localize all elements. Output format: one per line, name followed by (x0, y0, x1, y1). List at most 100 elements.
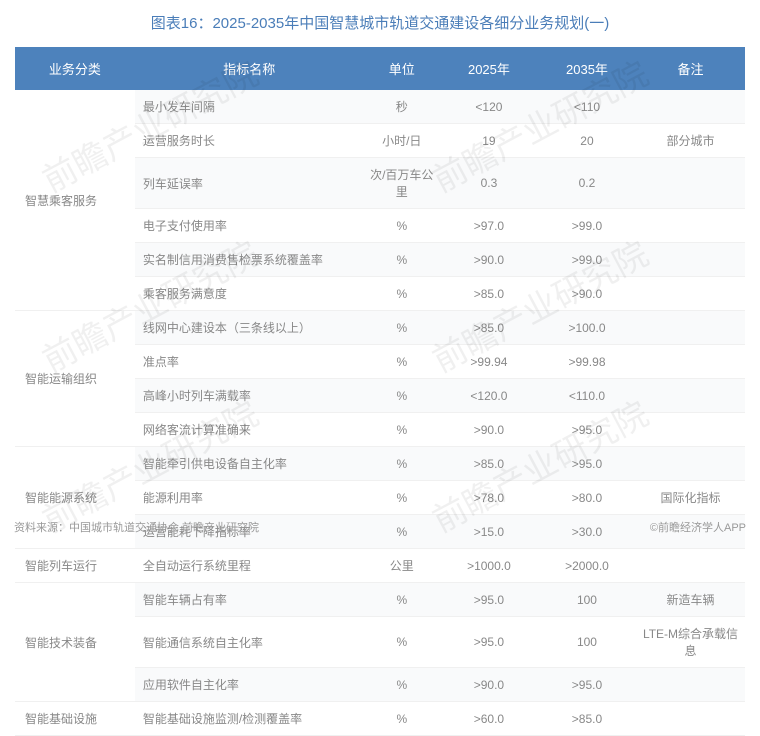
unit: % (364, 481, 440, 515)
name: 列车延误率 (135, 158, 364, 209)
col-header: 指标名称 (135, 47, 364, 90)
val-2025: >60.0 (440, 702, 538, 736)
unit: % (364, 311, 440, 345)
planning-table: 业务分类指标名称单位2025年2035年备注 智慧乘客服务最小发车间隔秒<120… (15, 47, 745, 736)
name: 高峰小时列车满载率 (135, 379, 364, 413)
name: 智能牵引供电设备自主化率 (135, 447, 364, 481)
note (636, 158, 745, 209)
source-label: 资料来源：中国城市轨道交通协会 前瞻产业研究院 (14, 519, 259, 535)
val-2025: >97.0 (440, 209, 538, 243)
val-2035: >95.0 (538, 447, 636, 481)
val-2025: >95.0 (440, 583, 538, 617)
name: 全自动运行系统里程 (135, 549, 364, 583)
unit: % (364, 447, 440, 481)
val-2035: >85.0 (538, 702, 636, 736)
name: 最小发车间隔 (135, 90, 364, 124)
val-2025: >90.0 (440, 413, 538, 447)
name: 应用软件自主化率 (135, 668, 364, 702)
name: 网络客流计算准确来 (135, 413, 364, 447)
category-cell: 智能基础设施 (15, 702, 135, 736)
table-row: 智慧乘客服务最小发车间隔秒<120<110 (15, 90, 745, 124)
note (636, 311, 745, 345)
category-cell: 智能列车运行 (15, 549, 135, 583)
val-2025: >85.0 (440, 311, 538, 345)
val-2035: 20 (538, 124, 636, 158)
col-header: 备注 (636, 47, 745, 90)
unit: % (364, 583, 440, 617)
val-2035: >95.0 (538, 413, 636, 447)
val-2025: >90.0 (440, 243, 538, 277)
val-2025: >90.0 (440, 668, 538, 702)
val-2035: 0.2 (538, 158, 636, 209)
val-2025: 0.3 (440, 158, 538, 209)
val-2035: 100 (538, 617, 636, 668)
table-row: 智能列车运行全自动运行系统里程公里>1000.0>2000.0 (15, 549, 745, 583)
val-2025: 19 (440, 124, 538, 158)
brand-label: ©前瞻经济学人APP (650, 519, 746, 535)
unit: % (364, 617, 440, 668)
val-2035: >2000.0 (538, 549, 636, 583)
unit: % (364, 243, 440, 277)
val-2035: >99.0 (538, 243, 636, 277)
category-cell: 智慧乘客服务 (15, 90, 135, 311)
unit: % (364, 702, 440, 736)
table-header-row: 业务分类指标名称单位2025年2035年备注 (15, 47, 745, 90)
name: 电子支付使用率 (135, 209, 364, 243)
note: 部分城市 (636, 124, 745, 158)
val-2035: >90.0 (538, 277, 636, 311)
note (636, 345, 745, 379)
col-header: 2025年 (440, 47, 538, 90)
chart-title: 图表16：2025-2035年中国智慧城市轨道交通建设各细分业务规划(一) (0, 0, 760, 47)
val-2035: <110 (538, 90, 636, 124)
footer: 资料来源：中国城市轨道交通协会 前瞻产业研究院 ©前瞻经济学人APP (14, 519, 746, 535)
note (636, 90, 745, 124)
category-cell: 智能运输组织 (15, 311, 135, 447)
table-row: 智能运输组织线网中心建设本（三条线以上）%>85.0>100.0 (15, 311, 745, 345)
unit: % (364, 379, 440, 413)
unit: % (364, 668, 440, 702)
name: 能源利用率 (135, 481, 364, 515)
name: 智能基础设施监测/检测覆盖率 (135, 702, 364, 736)
note (636, 209, 745, 243)
val-2035: 100 (538, 583, 636, 617)
name: 智能通信系统自主化率 (135, 617, 364, 668)
name: 实名制信用消费售检票系统覆盖率 (135, 243, 364, 277)
val-2035: >80.0 (538, 481, 636, 515)
val-2025: >99.94 (440, 345, 538, 379)
note (636, 413, 745, 447)
note (636, 277, 745, 311)
note (636, 379, 745, 413)
unit: % (364, 413, 440, 447)
note (636, 668, 745, 702)
name: 乘客服务满意度 (135, 277, 364, 311)
name: 运营服务时长 (135, 124, 364, 158)
val-2025: <120.0 (440, 379, 538, 413)
unit: % (364, 277, 440, 311)
name: 智能车辆占有率 (135, 583, 364, 617)
unit: % (364, 209, 440, 243)
unit: 小时/日 (364, 124, 440, 158)
name: 准点率 (135, 345, 364, 379)
unit: % (364, 345, 440, 379)
note: 国际化指标 (636, 481, 745, 515)
note (636, 549, 745, 583)
val-2025: >1000.0 (440, 549, 538, 583)
col-header: 单位 (364, 47, 440, 90)
col-header: 2035年 (538, 47, 636, 90)
val-2035: >95.0 (538, 668, 636, 702)
val-2035: <110.0 (538, 379, 636, 413)
table-row: 智能技术装备智能车辆占有率%>95.0100新造车辆 (15, 583, 745, 617)
unit: 公里 (364, 549, 440, 583)
val-2035: >99.0 (538, 209, 636, 243)
val-2025: >85.0 (440, 447, 538, 481)
unit: 秒 (364, 90, 440, 124)
name: 线网中心建设本（三条线以上） (135, 311, 364, 345)
category-cell: 智能技术装备 (15, 583, 135, 702)
unit: 次/百万车公里 (364, 158, 440, 209)
val-2035: >99.98 (538, 345, 636, 379)
note: LTE-M综合承载信息 (636, 617, 745, 668)
note (636, 702, 745, 736)
table-row: 智能基础设施智能基础设施监测/检测覆盖率%>60.0>85.0 (15, 702, 745, 736)
note (636, 243, 745, 277)
val-2025: <120 (440, 90, 538, 124)
